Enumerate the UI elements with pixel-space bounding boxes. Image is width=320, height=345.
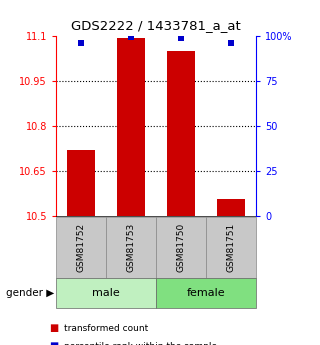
Bar <box>106 217 156 278</box>
Text: ■: ■ <box>50 324 59 333</box>
Bar <box>217 199 245 216</box>
Text: gender ▶: gender ▶ <box>6 288 55 298</box>
Text: male: male <box>92 288 120 298</box>
Text: GSM81752: GSM81752 <box>76 223 85 272</box>
Bar <box>156 217 206 278</box>
Text: transformed count: transformed count <box>64 324 148 333</box>
Bar <box>156 278 256 308</box>
Bar <box>56 278 156 308</box>
Bar <box>56 217 106 278</box>
Bar <box>117 38 145 216</box>
Title: GDS2222 / 1433781_a_at: GDS2222 / 1433781_a_at <box>71 19 241 32</box>
Text: GSM81751: GSM81751 <box>227 223 236 272</box>
Text: percentile rank within the sample: percentile rank within the sample <box>64 342 217 345</box>
Text: ■: ■ <box>50 342 59 345</box>
Text: female: female <box>187 288 225 298</box>
Bar <box>167 51 195 216</box>
Text: GSM81753: GSM81753 <box>126 223 135 272</box>
Text: GSM81750: GSM81750 <box>177 223 186 272</box>
Bar <box>206 217 256 278</box>
Bar <box>67 150 95 216</box>
